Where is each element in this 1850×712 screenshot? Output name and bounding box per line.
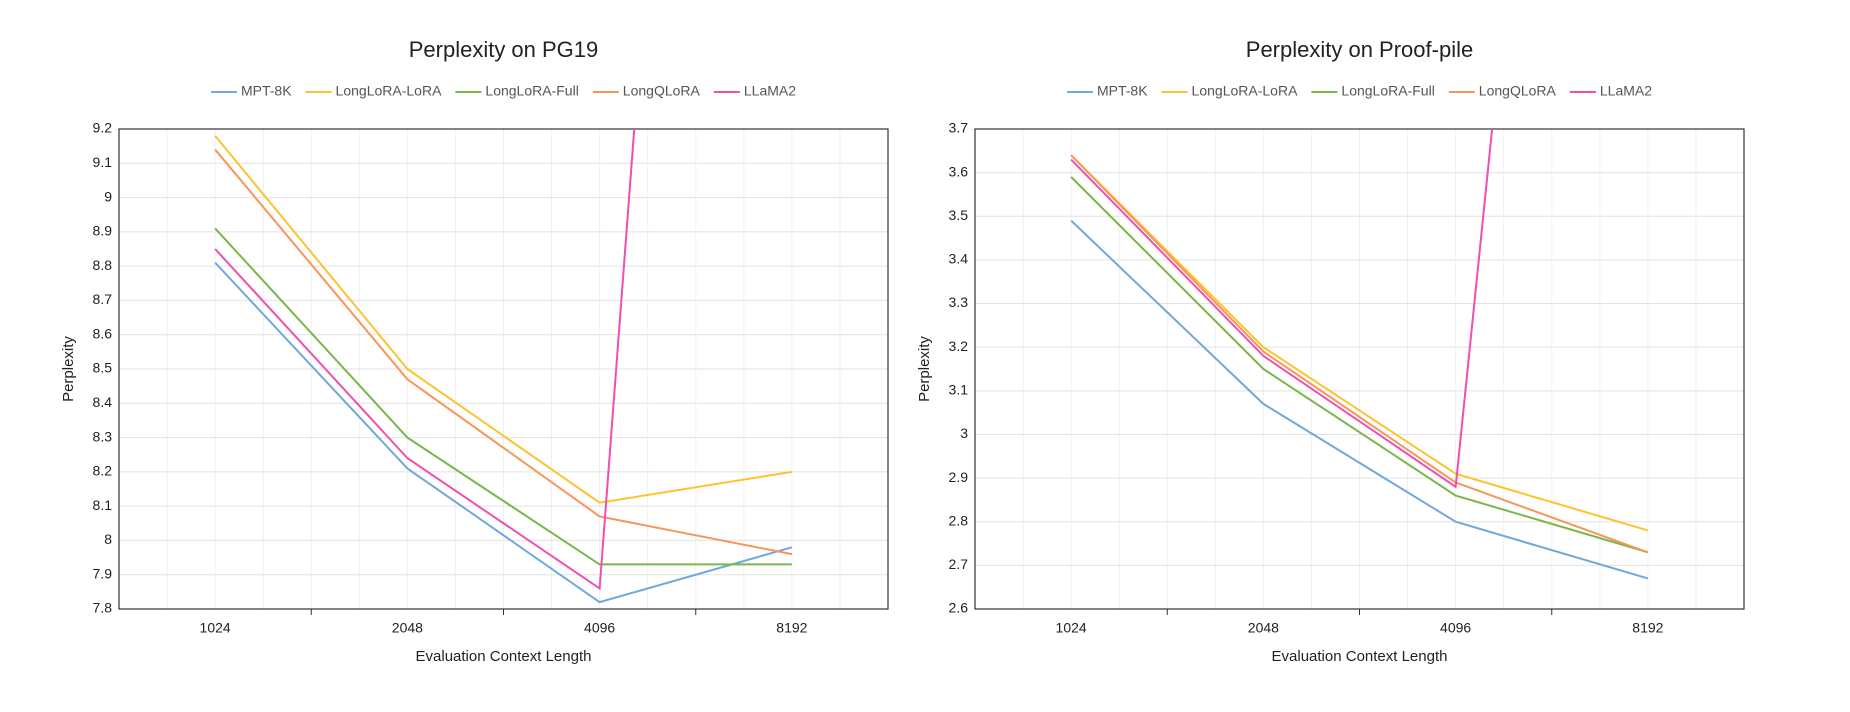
legend-label: LongLoRA-Full [485, 83, 578, 99]
legend-label: LLaMA2 [744, 83, 796, 99]
legend-label: MPT-8K [241, 83, 292, 99]
y-tick-label: 8.7 [93, 291, 113, 307]
legend: MPT-8K LongLoRA-LoRA LongLoRA-Full LongQLoR… [1066, 83, 1652, 99]
series-line [1070, 219, 1649, 580]
legend-label: LongQLoRA [1479, 83, 1557, 99]
y-tick-label: 3.6 [949, 163, 969, 179]
series-line [1070, 154, 1649, 532]
series-line [214, 135, 793, 504]
series-line [1070, 154, 1649, 554]
legend-label: LongQLoRA [623, 83, 701, 99]
y-tick-label: 2.8 [949, 512, 969, 528]
y-tick-label: 2.9 [949, 469, 969, 485]
x-tick-label: 2048 [1248, 620, 1279, 636]
y-tick-label: 7.9 [93, 565, 113, 581]
x-tick-label: 1024 [200, 620, 231, 636]
y-tick-label: 8.5 [93, 360, 113, 376]
y-tick-label: 3 [960, 425, 968, 441]
series-line [1070, 176, 1649, 554]
series-line [214, 129, 636, 591]
series-line [214, 148, 793, 556]
chart-title: Perplexity on Proof-pile [1246, 37, 1473, 62]
series-line [1070, 129, 1494, 489]
chart-title: Perplexity on PG19 [409, 37, 599, 62]
x-tick-label: 8192 [776, 620, 807, 636]
y-tick-label: 3.1 [949, 382, 969, 398]
y-tick-label: 3.7 [949, 120, 969, 136]
y-tick-label: 9.2 [93, 120, 113, 136]
y-tick-label: 8 [104, 531, 112, 547]
legend: MPT-8K LongLoRA-LoRA LongLoRA-Full LongQLoR… [210, 83, 796, 99]
y-tick-label: 7.8 [93, 600, 113, 616]
chart: Perplexity on PG19 7.8 7.9 8 8.1 8.2 8.3 8.4 8.5… [60, 37, 889, 665]
y-tick-label: 2.6 [949, 600, 969, 616]
legend-label: LongLoRA-LoRA [1192, 83, 1299, 99]
legend-label: LongLoRA-LoRA [336, 83, 443, 99]
y-axis-label: Perplexity [60, 336, 77, 402]
y-tick-label: 3.4 [949, 251, 969, 267]
y-tick-label: 9 [104, 188, 112, 204]
y-tick-label: 2.7 [949, 556, 969, 572]
y-axis-label: Perplexity [916, 336, 933, 402]
series-line [214, 227, 792, 566]
y-tick-label: 3.2 [949, 338, 969, 354]
x-tick-label: 4096 [584, 620, 615, 636]
y-tick-label: 8.3 [93, 428, 113, 444]
legend-label: MPT-8K [1097, 83, 1148, 99]
chart: Perplexity on Proof-pile 2.6 2.7 2.8 2.9 3 3.1… [916, 37, 1745, 665]
x-axis-label: Evaluation Context Length [416, 648, 592, 665]
y-tick-label: 3.5 [949, 207, 969, 223]
x-axis-label: Evaluation Context Length [1272, 648, 1448, 665]
y-tick-label: 8.1 [93, 497, 113, 513]
y-tick-label: 8.9 [93, 223, 113, 239]
x-tick-label: 4096 [1440, 620, 1471, 636]
y-tick-label: 3.3 [949, 294, 969, 310]
series-line [214, 262, 793, 604]
x-tick-label: 1024 [1056, 620, 1087, 636]
legend-label: LongLoRA-Full [1341, 83, 1434, 99]
y-tick-label: 8.8 [93, 257, 113, 273]
legend-label: LLaMA2 [1600, 83, 1652, 99]
x-tick-label: 8192 [1632, 620, 1663, 636]
y-tick-label: 8.4 [93, 394, 113, 410]
x-tick-label: 2048 [392, 620, 423, 636]
y-tick-label: 9.1 [93, 154, 113, 170]
y-tick-label: 8.2 [93, 463, 113, 479]
y-tick-label: 8.6 [93, 325, 113, 341]
